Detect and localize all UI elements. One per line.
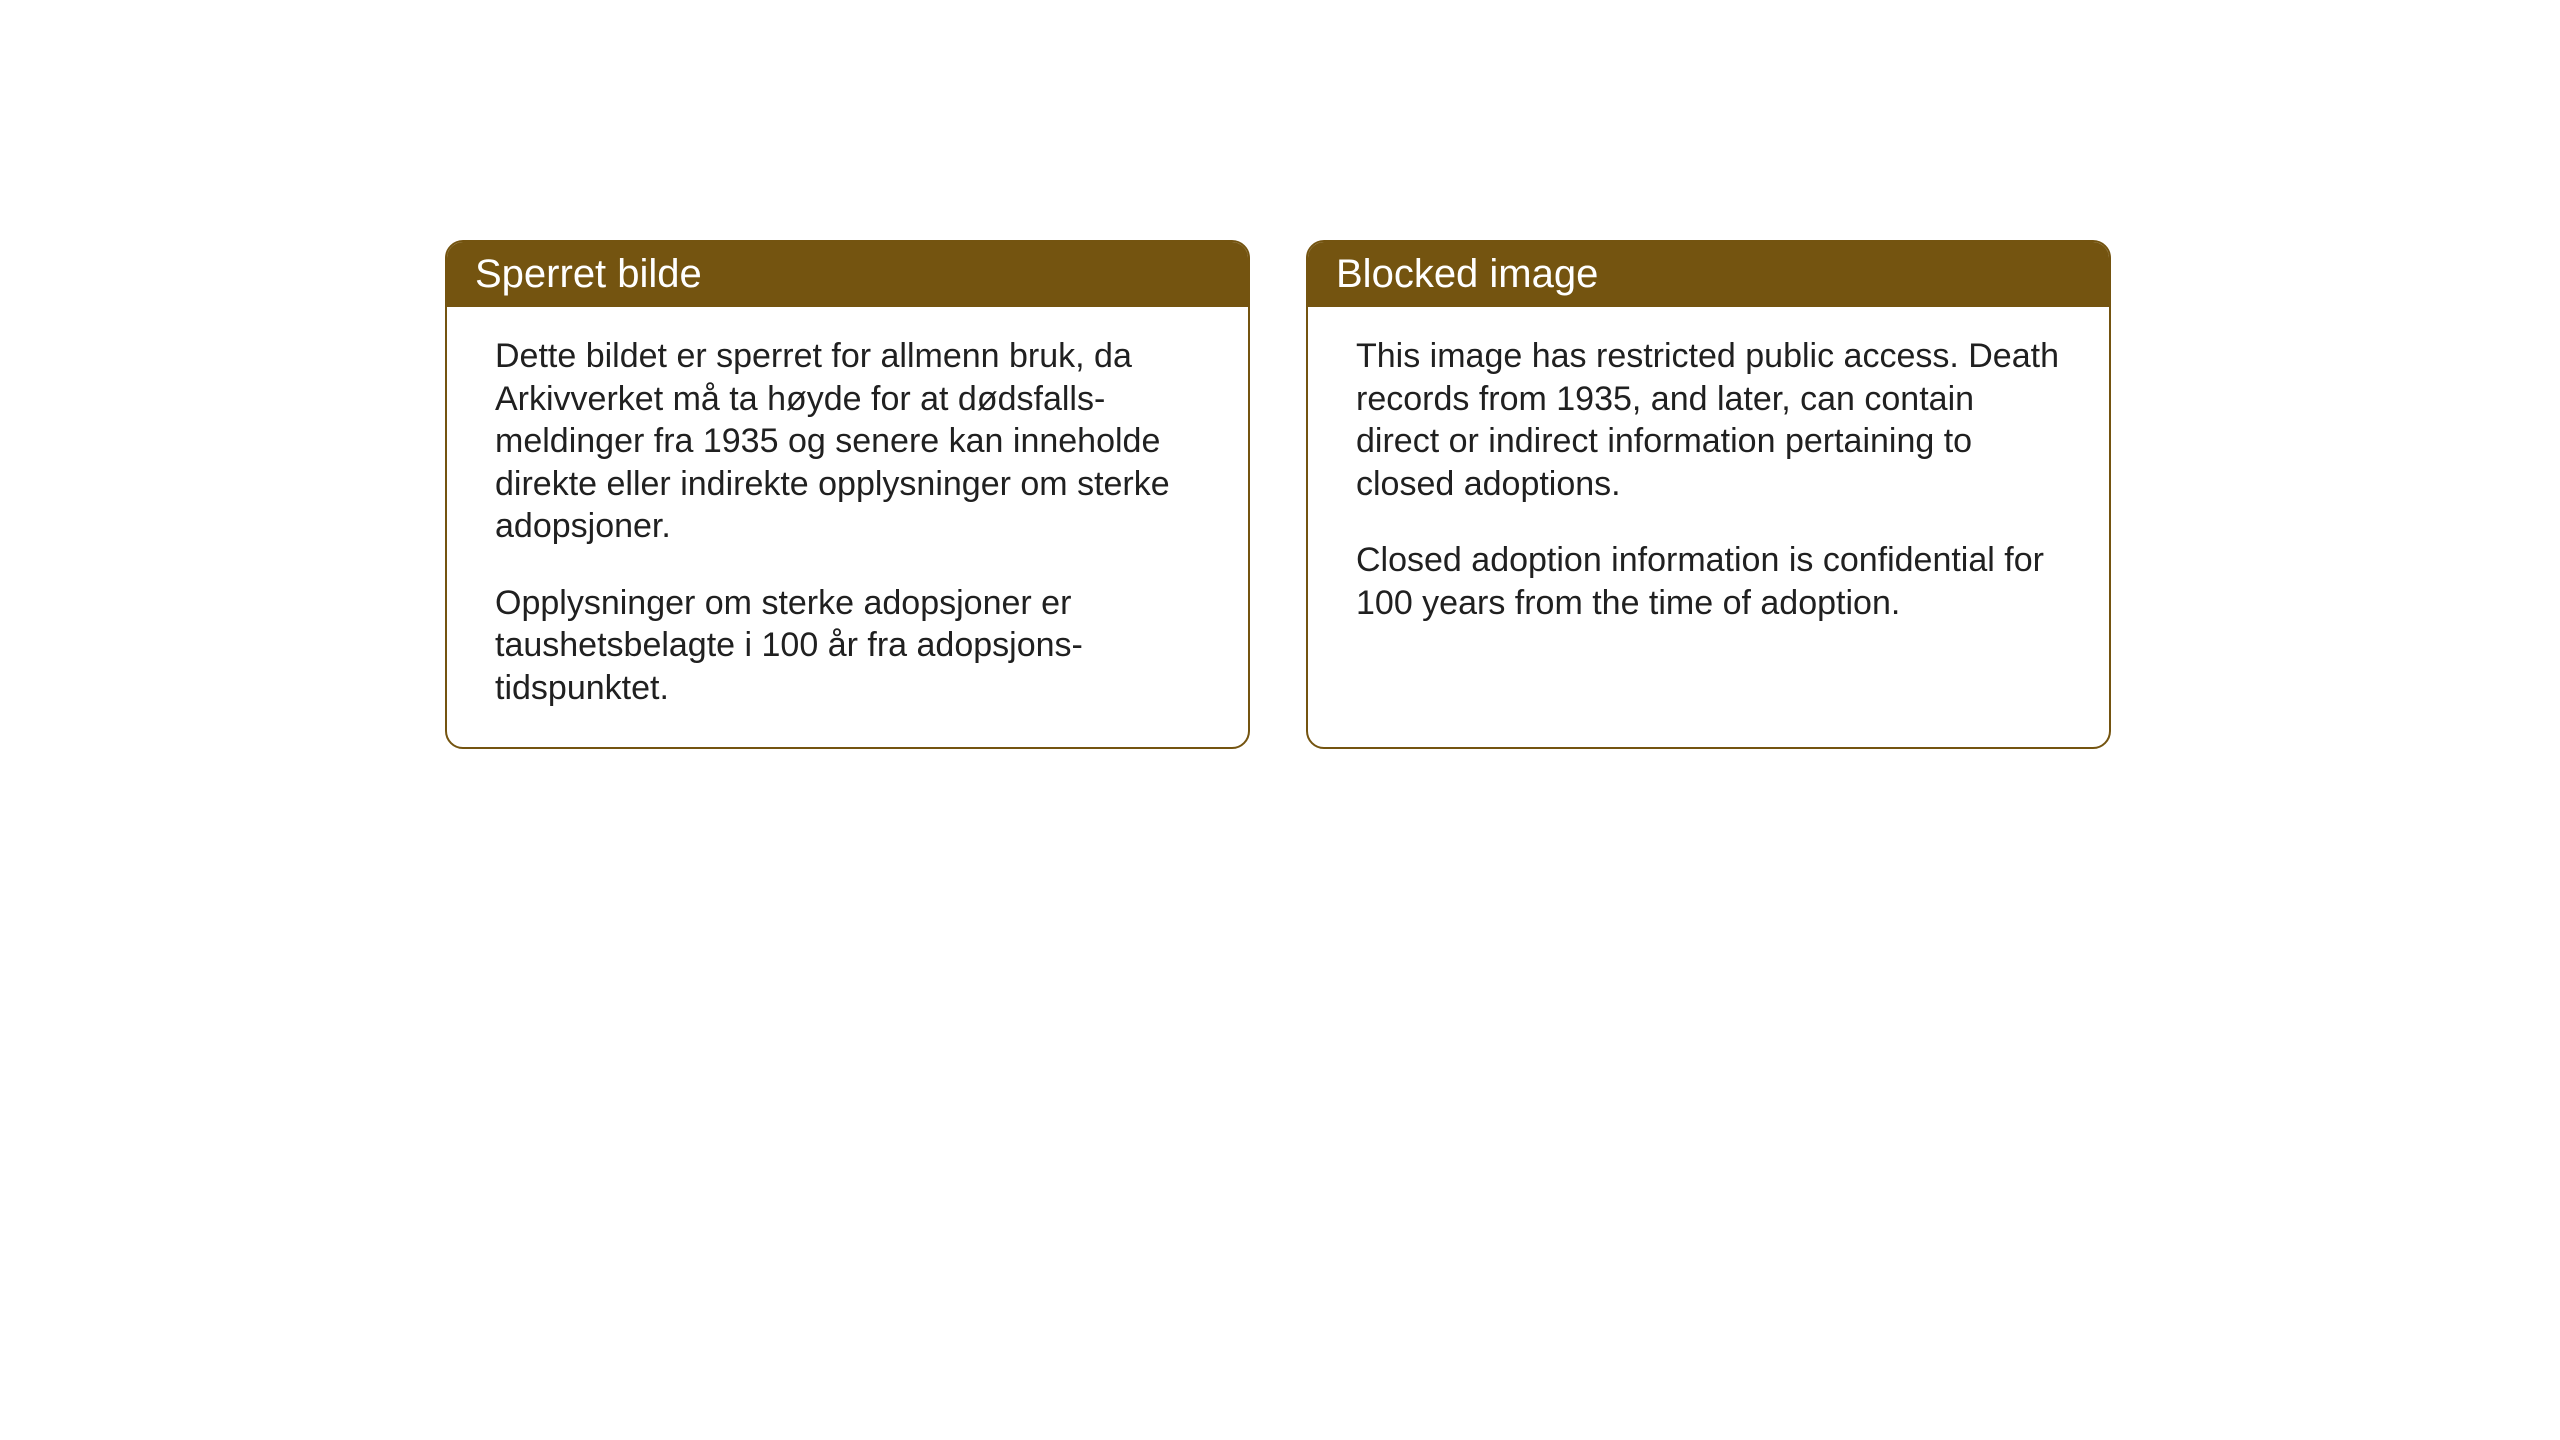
card-header: Blocked image [1308, 242, 2109, 307]
card-paragraph: Dette bildet er sperret for allmenn bruk… [495, 335, 1200, 548]
notice-card-norwegian: Sperret bilde Dette bildet er sperret fo… [445, 240, 1250, 749]
card-paragraph: Opplysninger om sterke adopsjoner er tau… [495, 582, 1200, 710]
notice-card-english: Blocked image This image has restricted … [1306, 240, 2111, 749]
card-body: Dette bildet er sperret for allmenn bruk… [447, 307, 1248, 747]
card-header: Sperret bilde [447, 242, 1248, 307]
notice-container: Sperret bilde Dette bildet er sperret fo… [445, 240, 2111, 749]
card-body: This image has restricted public access.… [1308, 307, 2109, 662]
card-paragraph: This image has restricted public access.… [1356, 335, 2061, 505]
card-title: Blocked image [1336, 252, 1598, 296]
card-title: Sperret bilde [475, 252, 702, 296]
card-paragraph: Closed adoption information is confident… [1356, 539, 2061, 624]
